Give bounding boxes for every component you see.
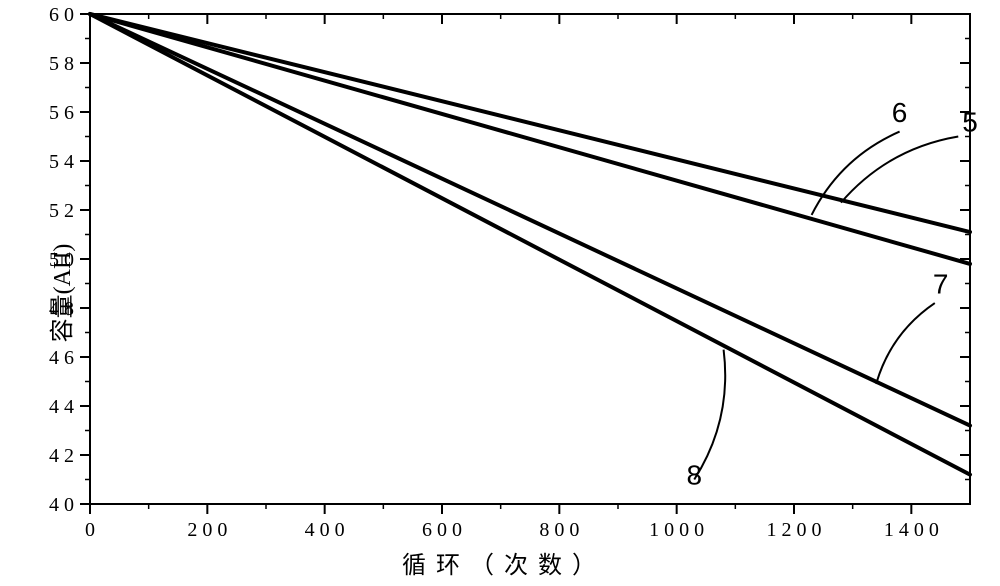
svg-text:5 2: 5 2 [49,200,74,222]
svg-text:6 0 0: 6 0 0 [422,519,462,541]
svg-text:4 2: 4 2 [49,445,74,467]
y-axis-label: 容量(AH) [42,244,77,343]
svg-text:8 0 0: 8 0 0 [539,519,579,541]
svg-text:1 4 0 0: 1 4 0 0 [884,519,939,541]
svg-text:2 0 0: 2 0 0 [187,519,227,541]
svg-text:1 2 0 0: 1 2 0 0 [767,519,822,541]
svg-text:5 6: 5 6 [49,102,74,124]
svg-text:1 0 0 0: 1 0 0 0 [649,519,704,541]
svg-text:4 0: 4 0 [49,494,74,516]
svg-text:4 0 0: 4 0 0 [305,519,345,541]
series-label-7: 7 [933,268,949,299]
series-label-8: 8 [686,459,702,490]
x-axis-label: 循 环 （ 次 数 ） [402,545,598,580]
chart-container: 容量(AH) 循 环 （ 次 数 ） 0 2 0 0 4 0 0 6 0 0 8 0 0… [0,0,1000,586]
svg-text:4 4: 4 4 [49,396,74,418]
svg-text:0: 0 [85,519,95,541]
svg-text:5 8: 5 8 [49,53,74,75]
svg-text:4 6: 4 6 [49,347,74,369]
series-label-5: 5 [962,107,978,138]
svg-text:6 0: 6 0 [49,4,74,26]
series-label-6: 6 [892,97,908,128]
chart-svg: 0 2 0 0 4 0 0 6 0 0 8 0 0 1 0 0 0 1 2 0 0 1 4 0… [0,0,1000,586]
svg-text:5 4: 5 4 [49,151,74,173]
